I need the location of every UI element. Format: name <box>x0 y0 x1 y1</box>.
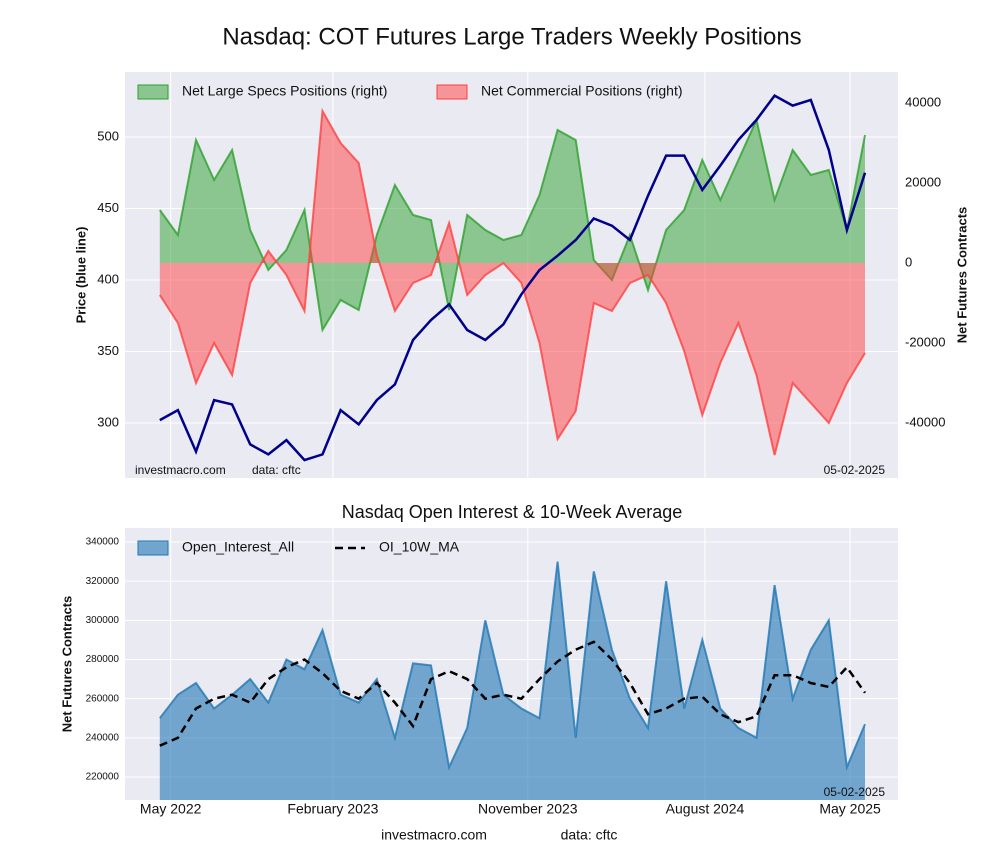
y-tick-label: 340000 <box>86 537 120 548</box>
y2-axis-label: Net Futures Contracts <box>954 207 969 344</box>
area-fill <box>159 120 866 330</box>
legend-label: Net Commercial Positions (right) <box>481 83 683 99</box>
annotation: investmacro.com <box>135 463 226 477</box>
line <box>159 640 867 747</box>
y2-tick-label: 40000 <box>905 94 941 109</box>
y-tick-label: 280000 <box>86 654 120 665</box>
area-edge <box>158 107 866 456</box>
y-tick-label: 220000 <box>86 772 120 783</box>
y2-tick-label: -40000 <box>905 414 945 429</box>
y-tick-label: 260000 <box>86 693 120 704</box>
y-tick-label: 240000 <box>86 732 120 743</box>
x-tick-label: November 2023 <box>478 801 578 817</box>
footer-site: investmacro.com <box>381 827 487 843</box>
x-tick-label: August 2024 <box>666 801 745 817</box>
y-tick-label: 300000 <box>86 615 120 626</box>
chart-title: Nasdaq: COT Futures Large Traders Weekly… <box>222 23 801 50</box>
y-tick-label: 500 <box>97 128 119 143</box>
y-tick-label: 300 <box>97 414 119 429</box>
legend-swatch <box>436 84 468 100</box>
legend-swatch <box>137 84 169 100</box>
y2-tick-label: -20000 <box>905 334 945 349</box>
line <box>159 93 867 462</box>
y-axis-label: Net Futures Contracts <box>59 596 74 733</box>
y-tick-label: 350 <box>97 343 119 358</box>
y-tick-label: 320000 <box>86 576 120 587</box>
plot <box>125 528 898 800</box>
area-edge <box>158 116 866 333</box>
annotation: 05-02-2025 <box>824 785 886 799</box>
legend-swatch <box>137 540 169 556</box>
chart-title: Nasdaq Open Interest & 10-Week Average <box>342 502 683 522</box>
legend-label: Net Large Specs Positions (right) <box>182 83 387 99</box>
x-tick-label: February 2023 <box>287 801 378 817</box>
y2-tick-label: 0 <box>905 254 912 269</box>
area-fill <box>159 561 866 800</box>
y-tick-label: 400 <box>97 271 119 286</box>
y2-tick-label: 20000 <box>905 174 941 189</box>
y-tick-label: 450 <box>97 200 119 215</box>
footer-source: data: cftc <box>561 827 618 843</box>
annotation: 05-02-2025 <box>824 463 886 477</box>
plot <box>125 72 898 478</box>
area-edge <box>159 561 866 772</box>
annotation: data: cftc <box>252 463 301 477</box>
y-axis-label: Price (blue line) <box>73 227 88 324</box>
area-fill <box>159 111 866 455</box>
legend-label: Open_Interest_All <box>182 539 294 555</box>
x-tick-label: May 2025 <box>819 801 881 817</box>
legend-label: OI_10W_MA <box>379 539 460 555</box>
x-tick-label: May 2022 <box>140 801 202 817</box>
